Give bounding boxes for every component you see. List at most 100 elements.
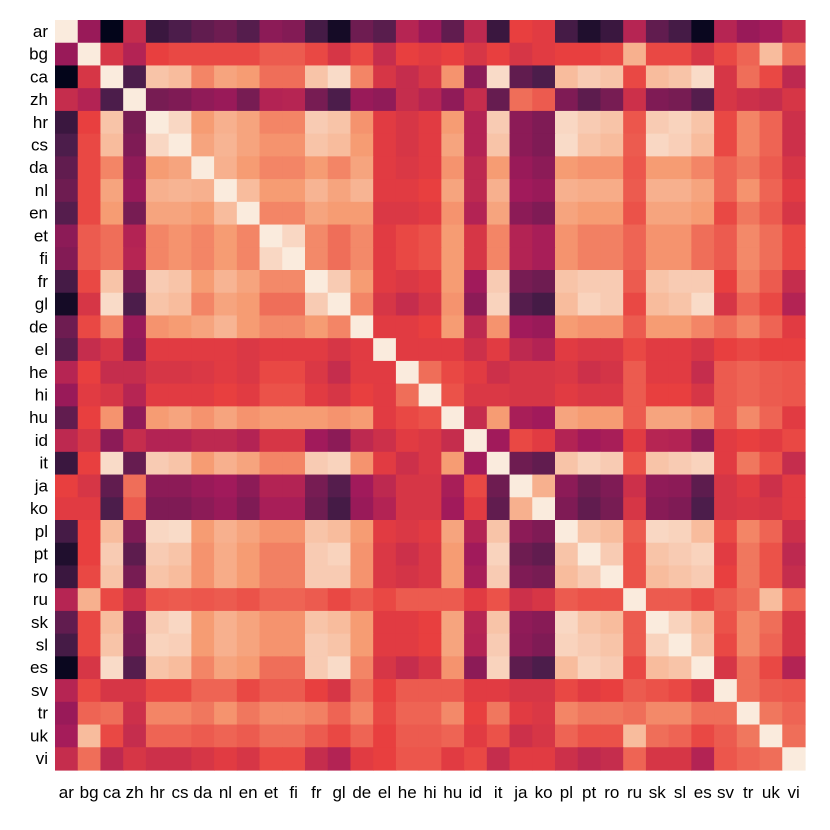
heatmap-cell-ca-it xyxy=(486,65,511,89)
heatmap-cell-fi-zh xyxy=(123,247,147,271)
heatmap-cell-da-en xyxy=(236,156,261,180)
heatmap-cell-pl-ca xyxy=(100,520,124,544)
heatmap-cell-fr-hi xyxy=(418,270,442,294)
heatmap-cell-sl-hi xyxy=(418,633,442,657)
heatmap-cell-sv-fi xyxy=(282,679,306,703)
heatmap-cell-es-el xyxy=(373,656,397,680)
heatmap-cell-hr-ja xyxy=(509,110,533,135)
heatmap-cell-ca-en xyxy=(236,65,261,89)
heatmap-cell-et-pt xyxy=(577,224,602,248)
y-tick-label-uk: uk xyxy=(30,726,48,745)
heatmap-cell-hu-gl xyxy=(327,406,352,430)
heatmap-cell-id-ro xyxy=(600,429,624,453)
heatmap-cell-sv-sv xyxy=(714,679,738,703)
heatmap-cell-ar-en xyxy=(236,20,261,44)
heatmap-cell-tr-et xyxy=(259,701,283,726)
heatmap-cell-vi-fr xyxy=(305,747,329,771)
heatmap-cell-he-de xyxy=(350,360,374,385)
heatmap-cell-ru-da xyxy=(191,588,215,612)
heatmap-cell-fi-ko xyxy=(532,247,556,271)
heatmap-cell-hi-id xyxy=(464,383,488,407)
heatmap-cell-gl-ca xyxy=(100,292,124,317)
heatmap-cell-ru-ja xyxy=(509,588,533,612)
heatmap-cell-hu-pt xyxy=(577,406,602,430)
heatmap-cell-zh-ru xyxy=(623,88,647,112)
heatmap-cell-it-vi xyxy=(782,451,806,476)
heatmap-cell-cs-pt xyxy=(577,133,602,157)
heatmap-cell-ko-ca xyxy=(100,497,124,521)
heatmap-cell-hu-el xyxy=(373,406,397,430)
heatmap-cell-de-it xyxy=(486,315,511,339)
heatmap-cell-de-tr xyxy=(736,315,761,339)
heatmap-cell-de-pl xyxy=(555,315,579,339)
heatmap-cell-fi-fi xyxy=(282,247,306,271)
heatmap-cell-id-pl xyxy=(555,429,579,453)
heatmap-cell-he-bg xyxy=(77,360,102,385)
heatmap-cell-sv-ca xyxy=(100,679,124,703)
heatmap-cell-bg-sv xyxy=(714,42,738,67)
heatmap-cell-ja-ca xyxy=(100,474,124,498)
x-tick-label-en: en xyxy=(239,783,258,802)
heatmap-cell-vi-fi xyxy=(282,747,306,771)
heatmap-cell-pt-sk xyxy=(645,542,670,567)
heatmap-cell-sv-sk xyxy=(645,679,670,703)
heatmap-cell-ja-id xyxy=(464,474,488,498)
heatmap-cell-ar-id xyxy=(464,20,488,44)
heatmap-cell-fr-et xyxy=(259,270,283,294)
heatmap-cell-it-bg xyxy=(77,451,102,476)
heatmap-cell-sv-it xyxy=(486,679,511,703)
heatmap-cell-id-el xyxy=(373,429,397,453)
heatmap-cell-bg-uk xyxy=(759,42,783,67)
y-tick-label-nl: nl xyxy=(35,181,48,200)
heatmap-cell-fi-da xyxy=(191,247,215,271)
heatmap-cell-da-tr xyxy=(736,156,761,180)
heatmap-cell-en-hi xyxy=(418,201,442,226)
heatmap-cell-da-cs xyxy=(168,156,192,180)
heatmap-cell-pl-hi xyxy=(418,520,442,544)
heatmap-cell-de-ar xyxy=(55,315,79,339)
heatmap-cell-sv-uk xyxy=(759,679,783,703)
heatmap-cell-da-gl xyxy=(327,156,352,180)
heatmap-cell-bg-fr xyxy=(305,42,329,67)
heatmap-cell-gl-hi xyxy=(418,292,442,317)
heatmap-cell-bg-tr xyxy=(736,42,761,67)
heatmap-cell-hu-ru xyxy=(623,406,647,430)
heatmap-cell-et-et xyxy=(259,224,283,248)
heatmap-cell-ja-hr xyxy=(145,474,170,498)
heatmap-cell-cs-es xyxy=(691,133,715,157)
heatmap-cell-et-de xyxy=(350,224,374,248)
heatmap-cell-nl-el xyxy=(373,179,397,203)
heatmap-cell-gl-fi xyxy=(282,292,306,317)
heatmap-cell-bg-ar xyxy=(55,42,79,67)
heatmap-cell-vi-ar xyxy=(55,747,79,771)
heatmap-cell-it-fi xyxy=(282,451,306,476)
heatmap-cell-ca-tr xyxy=(736,65,761,89)
heatmap-cell-hi-en xyxy=(236,383,261,407)
heatmap-cell-ar-cs xyxy=(168,20,192,44)
heatmap-cell-pt-ro xyxy=(600,542,624,567)
heatmap-cell-es-et xyxy=(259,656,283,680)
heatmap-cell-pl-ko xyxy=(532,520,556,544)
heatmap-cell-ko-hi xyxy=(418,497,442,521)
x-tick-label-ja: ja xyxy=(513,783,528,802)
heatmap-cell-sk-da xyxy=(191,610,215,635)
heatmap-cell-ru-ru xyxy=(623,588,647,612)
heatmap-cell-ja-es xyxy=(691,474,715,498)
heatmap-cell-et-ja xyxy=(509,224,533,248)
heatmap-cell-sl-ro xyxy=(600,633,624,657)
heatmap-cell-en-de xyxy=(350,201,374,226)
heatmap-cell-id-pt xyxy=(577,429,602,453)
heatmap-cell-ja-ro xyxy=(600,474,624,498)
x-tick-label-ro: ro xyxy=(604,783,619,802)
heatmap-cell-pl-tr xyxy=(736,520,761,544)
heatmap-cell-pt-id xyxy=(464,542,488,567)
heatmap-cell-ar-el xyxy=(373,20,397,44)
heatmap-cell-hi-hi xyxy=(418,383,442,407)
heatmap-cell-ar-gl xyxy=(327,20,352,44)
heatmap-cell-vi-ro xyxy=(600,747,624,771)
heatmap-cell-nl-nl xyxy=(214,179,238,203)
heatmap-cell-gl-gl xyxy=(327,292,352,317)
heatmap-cell-gl-tr xyxy=(736,292,761,317)
heatmap-cell-el-bg xyxy=(77,338,102,362)
heatmap-cell-el-ru xyxy=(623,338,647,362)
